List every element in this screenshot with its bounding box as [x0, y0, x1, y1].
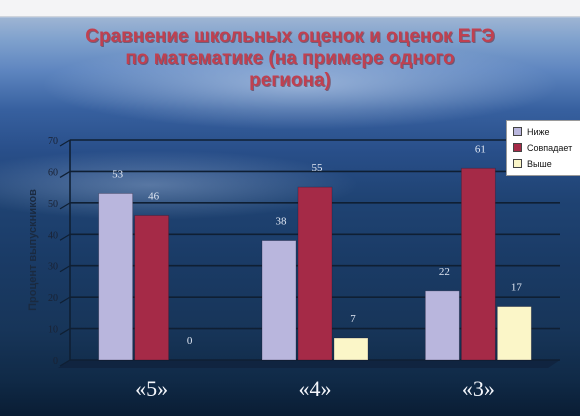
- y-axis-title: Процент выпускников: [27, 189, 39, 311]
- background-cloud: [40, 40, 560, 130]
- chart-title-line: Сравнение школьных оценок и оценок ЕГЭ: [85, 26, 495, 47]
- bar: [460, 167, 496, 361]
- gridline-slant: [59, 296, 71, 304]
- gridline-slant: [59, 328, 71, 336]
- bar-value-label: 7: [350, 313, 356, 325]
- legend-item: Ниже: [513, 125, 550, 139]
- chart-title: Сравнение школьных оценок и оценок ЕГЭ п…: [40, 26, 540, 92]
- gridline-slant: [59, 233, 71, 241]
- bar-value-label: 55: [312, 162, 324, 174]
- bar: [424, 290, 460, 361]
- y-tick-label: 60: [48, 167, 58, 178]
- window-top-strip: [0, 0, 580, 17]
- bar-value-label: 38: [276, 216, 288, 228]
- legend-swatch: [513, 159, 522, 168]
- bar-value-label: 0: [187, 335, 193, 347]
- bar-value-label: 46: [148, 190, 160, 202]
- legend-label: Ниже: [527, 127, 550, 137]
- chart-legend: Ниже Совпадает Выше: [506, 120, 580, 176]
- bar: [98, 193, 134, 361]
- y-tick-label: 30: [48, 262, 58, 273]
- y-tick-label: 0: [53, 356, 58, 367]
- gridline-slant: [59, 139, 71, 147]
- chart-title-line: региона): [249, 70, 331, 91]
- gridline-slant: [59, 170, 71, 178]
- y-tick-label: 10: [48, 325, 58, 336]
- bar-value-label: 22: [439, 266, 450, 278]
- y-tick-label: 50: [48, 199, 58, 210]
- bar: [297, 186, 333, 361]
- bar-value-label: 17: [511, 282, 523, 294]
- x-category-label: «4»: [299, 376, 332, 401]
- bar: [333, 337, 369, 361]
- bar: [496, 306, 532, 361]
- y-tick-label: 20: [48, 293, 58, 304]
- legend-swatch: [513, 127, 522, 136]
- x-category-label: «5»: [135, 376, 168, 401]
- chart-title-line: по математике (на примере одного: [125, 48, 455, 69]
- bar: [261, 240, 297, 361]
- y-tick-label: 40: [48, 230, 58, 241]
- legend-item: Выше: [513, 157, 552, 171]
- bar-value-label: 53: [112, 168, 124, 180]
- bar: [134, 215, 170, 361]
- y-tick-label: 70: [48, 136, 58, 147]
- x-category-label: «3»: [462, 376, 495, 401]
- bar-value-label: 61: [475, 143, 486, 155]
- legend-swatch: [513, 143, 522, 152]
- gridline-slant: [59, 202, 71, 210]
- chart-floor: [58, 360, 560, 368]
- legend-label: Выше: [527, 159, 552, 169]
- gridline-slant: [59, 359, 71, 367]
- legend-label: Совпадает: [527, 143, 573, 153]
- legend-item: Совпадает: [513, 141, 572, 155]
- gridline-slant: [59, 265, 71, 273]
